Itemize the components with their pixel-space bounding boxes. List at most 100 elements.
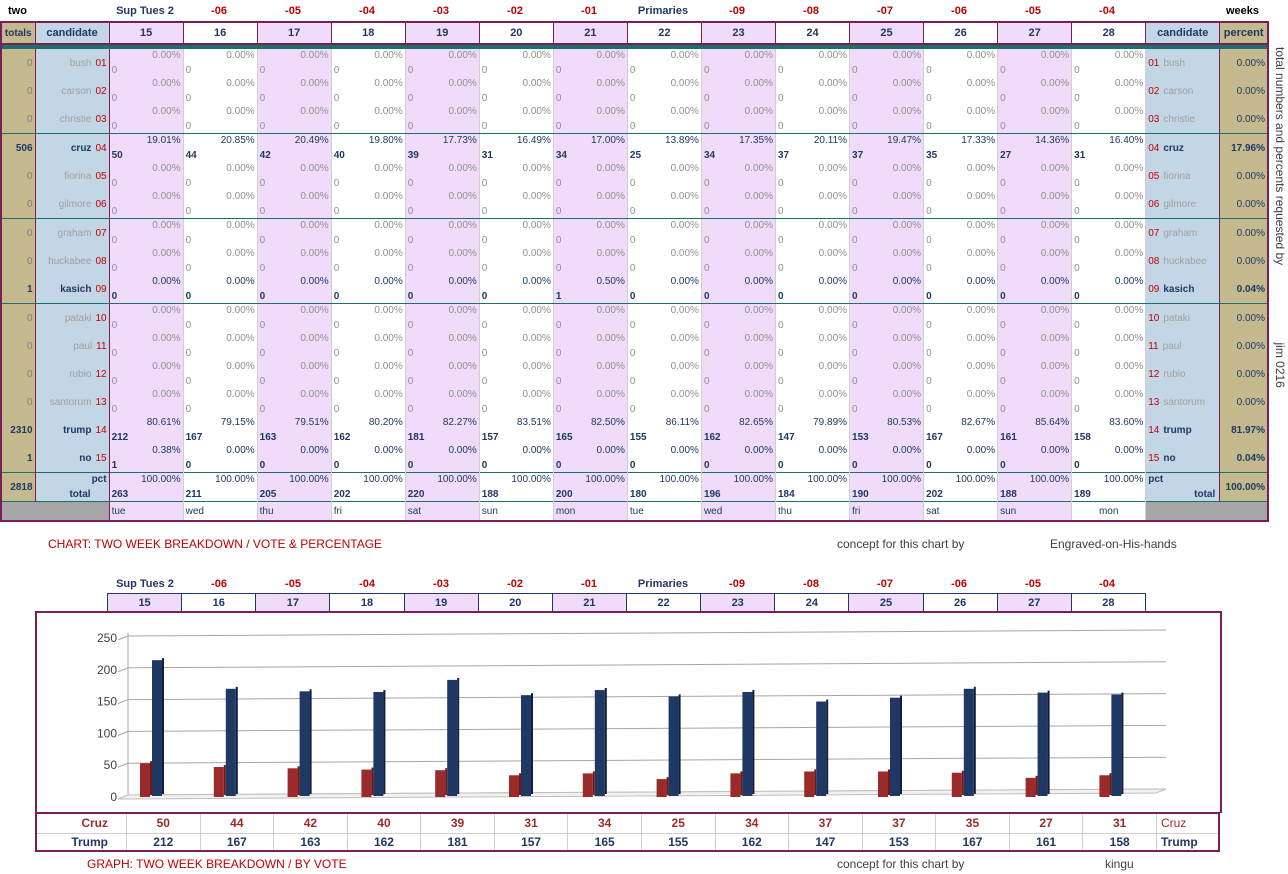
candidate-name-right: rubio — [1163, 368, 1186, 380]
candidate-name-cell-right: 03 christie — [1145, 105, 1221, 134]
vote-count: 0 — [852, 404, 858, 415]
candidate-number-right: 11 — [1148, 340, 1159, 352]
vote-count: 0 — [629, 348, 636, 359]
vote-percent: 0.00% — [1114, 106, 1144, 117]
candidate-name-right: fiorina — [1163, 170, 1191, 182]
vote-cell: 0 0.00% — [627, 360, 702, 388]
candidate-total: 506 — [1, 133, 36, 162]
vote-count: 0 — [333, 121, 340, 132]
vote-count: 0 — [555, 376, 562, 387]
candidate-name-right: paul — [1162, 340, 1182, 352]
vote-cell: 37 19.47% — [849, 133, 925, 162]
series-value: 147 — [788, 833, 863, 851]
vote-breakdown-table: totals candidate 15 16 17 18 19 20 21 22 23 24 25 2… — [0, 21, 1269, 522]
vote-cell: 0 0.00% — [257, 190, 332, 219]
vote-percent: 0.00% — [1114, 389, 1144, 400]
vote-count: 162 — [703, 432, 721, 443]
label-weeks: weeks — [1226, 5, 1260, 17]
week-label: Primaries — [637, 5, 689, 17]
vote-cell: 0 0.00% — [405, 105, 480, 134]
candidate-name-cell: fiorina 05 — [35, 162, 110, 190]
vote-percent: 0.00% — [596, 333, 625, 344]
vote-count: 165 — [555, 432, 573, 443]
vote-percent: 0.00% — [300, 248, 329, 259]
vote-cell: 0 0.00% — [109, 388, 184, 416]
day-total-percent: 100.00% — [1103, 474, 1144, 485]
vote-count: 0 — [852, 206, 858, 217]
vote-count: 0 — [1074, 235, 1080, 246]
vote-cell: 158 83.60% — [1071, 416, 1147, 444]
candidate-total: 1 — [1, 275, 36, 304]
vote-count: 0 — [1000, 93, 1006, 104]
vote-count: 0 — [703, 376, 710, 387]
vote-count: 0 — [777, 320, 784, 331]
vote-cell: 0 0.00% — [405, 162, 480, 190]
week-label: -05 — [1025, 578, 1041, 590]
vote-percent: 0.00% — [448, 361, 477, 372]
vote-percent: 20.85% — [220, 135, 255, 146]
candidate-name-cell-right: 13 santorum — [1145, 388, 1221, 416]
vote-cell: 0 0.00% — [701, 332, 776, 360]
vote-cell: 0 0.00% — [331, 105, 406, 134]
vote-percent: 0.00% — [226, 361, 255, 372]
vote-cell: 147 79.89% — [775, 416, 851, 444]
week-label: -05 — [285, 5, 301, 17]
vote-cell: 0 0.00% — [405, 49, 480, 77]
candidate-name: rubio — [69, 368, 92, 380]
vote-cell: 0 0.00% — [479, 332, 554, 360]
vote-cell: 0 0.00% — [479, 275, 554, 304]
vote-count: 0 — [777, 93, 784, 104]
candidate-name-right: kasich — [1163, 283, 1195, 295]
vote-percent: 82.67% — [961, 417, 996, 428]
vote-percent: 0.00% — [744, 361, 773, 372]
vote-percent: 0.00% — [522, 78, 551, 89]
vote-cell: 0 0.00% — [331, 332, 406, 360]
candidate-number: 01 — [95, 57, 107, 69]
vote-count: 0 — [333, 320, 340, 331]
vote-percent: 0.00% — [818, 220, 848, 231]
vote-count: 0 — [481, 93, 488, 104]
vote-count: 0 — [926, 404, 932, 415]
vote-percent: 0.00% — [1114, 78, 1144, 89]
vote-percent: 0.00% — [966, 389, 996, 400]
vote-count: 0 — [481, 235, 488, 246]
series-value: 167 — [935, 833, 1010, 851]
candidate-name-cell-right: 12 rubio — [1145, 360, 1221, 388]
vote-count: 0 — [185, 404, 192, 415]
graph-day: 23 — [700, 593, 776, 613]
vote-percent: 0.00% — [522, 50, 551, 61]
graph-day: 19 — [403, 593, 479, 613]
series-value: 162 — [346, 833, 421, 851]
vote-cell: 0 0.00% — [183, 275, 258, 304]
vote-percent: 0.00% — [374, 220, 403, 231]
vote-count: 0 — [703, 178, 710, 189]
vote-cell: 0 0.00% — [849, 303, 925, 332]
candidate-name-cell-right: 08 huckabee — [1145, 247, 1221, 275]
vote-count: 0 — [185, 263, 192, 274]
vote-cell: 0 0.00% — [109, 49, 184, 77]
series-value: 167 — [199, 833, 274, 851]
vote-count: 0 — [629, 206, 636, 217]
vote-cell: 0 0.00% — [257, 247, 332, 275]
vote-percent: 0.00% — [374, 305, 403, 316]
vote-percent: 0.00% — [1114, 248, 1144, 259]
vote-count: 0 — [111, 235, 118, 246]
vote-percent: 85.64% — [1035, 417, 1070, 428]
candidate-name: kasich — [60, 283, 92, 295]
vote-cell: 0 0.00% — [701, 444, 776, 473]
vote-percent: 0.00% — [966, 305, 996, 316]
vote-count: 0 — [629, 263, 636, 274]
vote-cell: 0 0.00% — [627, 275, 702, 304]
vote-cell: 0 0.00% — [775, 77, 851, 105]
vote-count: 147 — [777, 432, 795, 443]
vote-cell: 0 0.00% — [627, 77, 702, 105]
vote-count: 0 — [926, 93, 932, 104]
vote-count: 0 — [333, 404, 340, 415]
vote-cell: 0 0.00% — [553, 444, 628, 473]
vote-count: 157 — [481, 432, 499, 443]
vote-count: 0 — [259, 263, 266, 274]
vote-count: 158 — [1074, 432, 1091, 443]
vote-cell: 0 0.00% — [1071, 303, 1147, 332]
vote-percent: 0.00% — [892, 276, 922, 287]
vote-cell: 0 0.00% — [331, 388, 406, 416]
